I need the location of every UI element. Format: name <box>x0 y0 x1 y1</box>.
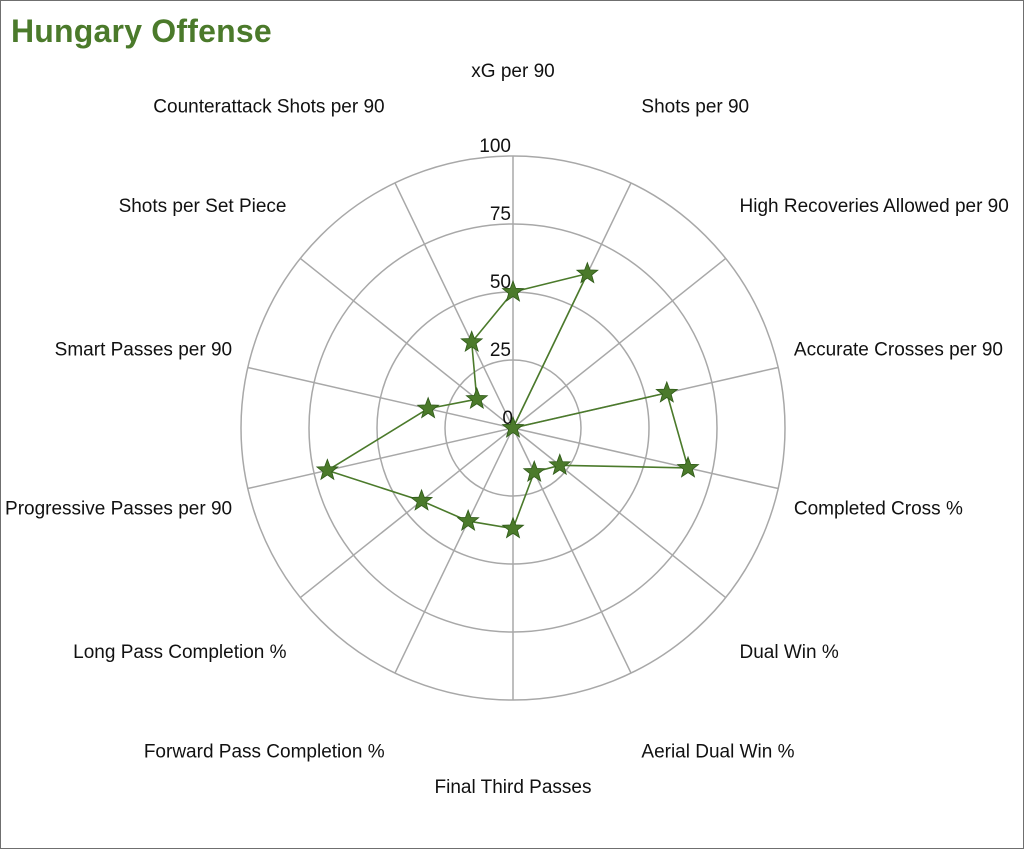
axis-labels: xG per 90 Shots per 90 High Recoveries All… <box>5 61 1009 798</box>
axis-label-8: Forward Pass Completion % <box>144 742 385 763</box>
tick-label-25: 25 <box>490 340 511 361</box>
axis-label-9: Long Pass Completion % <box>73 642 286 663</box>
data-point-8 <box>456 508 480 531</box>
grid-spokes <box>247 156 779 700</box>
spoke-5 <box>512 427 727 599</box>
data-point-1 <box>575 261 599 284</box>
spoke-9 <box>299 427 514 599</box>
data-point-9 <box>410 488 434 511</box>
tick-label-0: 0 <box>502 408 513 429</box>
spoke-8 <box>394 427 514 674</box>
spoke-2 <box>512 257 727 429</box>
data-point-4 <box>676 455 700 478</box>
data-point-7 <box>501 516 525 539</box>
tick-label-50: 50 <box>490 272 511 293</box>
series-group <box>315 261 700 539</box>
axis-label-12: Shots per Set Piece <box>119 196 287 217</box>
axis-label-6: Aerial Dual Win % <box>641 742 794 763</box>
spoke-10 <box>247 427 514 490</box>
data-point-12 <box>465 387 489 409</box>
tick-labels: 0 25 50 75 100 <box>479 136 513 429</box>
axis-label-4: Completed Cross % <box>794 499 963 520</box>
axis-label-1: Shots per 90 <box>641 97 749 118</box>
axis-label-3: Accurate Crosses per 90 <box>794 339 1003 360</box>
spoke-4 <box>512 427 779 490</box>
axis-label-0: xG per 90 <box>471 61 554 82</box>
axis-label-7: Final Third Passes <box>435 777 592 798</box>
data-point-6 <box>522 459 546 482</box>
data-point-11 <box>416 396 440 419</box>
axis-label-11: Smart Passes per 90 <box>55 339 232 360</box>
tick-label-75: 75 <box>490 204 511 225</box>
tick-label-100: 100 <box>479 136 511 157</box>
data-point-3 <box>655 380 679 403</box>
data-point-5 <box>548 453 572 476</box>
axis-label-5: Dual Win % <box>740 642 839 663</box>
data-point-10 <box>315 458 339 481</box>
chart-title: Hungary Offense <box>11 13 272 49</box>
spoke-13 <box>394 182 514 429</box>
axis-label-10: Progressive Passes per 90 <box>5 499 232 520</box>
spoke-11 <box>247 366 514 429</box>
data-point-2 <box>501 415 525 438</box>
axis-label-13: Counterattack Shots per 90 <box>153 97 384 118</box>
data-point-13 <box>460 330 484 353</box>
data-point-0 <box>501 279 525 302</box>
axis-label-2: High Recoveries Allowed per 90 <box>740 196 1009 217</box>
